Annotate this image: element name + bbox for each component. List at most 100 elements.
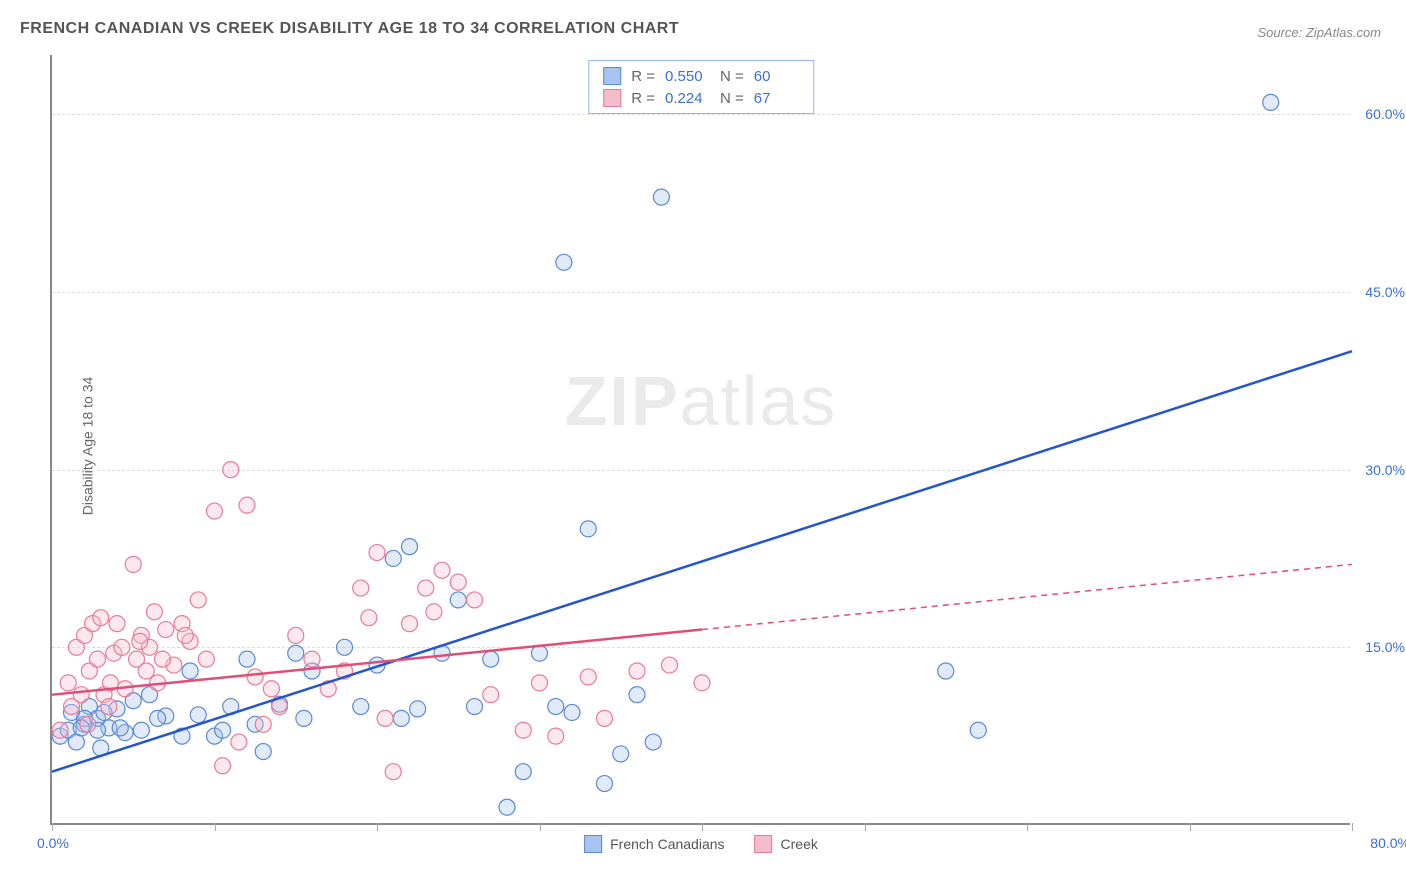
data-point	[190, 707, 206, 723]
data-point	[114, 639, 130, 655]
data-point	[80, 716, 96, 732]
data-point	[198, 651, 214, 667]
x-tick	[1027, 823, 1028, 831]
data-point	[337, 639, 353, 655]
data-point	[483, 687, 499, 703]
data-point	[402, 539, 418, 555]
data-point	[938, 663, 954, 679]
data-point	[385, 550, 401, 566]
data-point	[125, 556, 141, 572]
legend-swatch	[584, 835, 602, 853]
y-tick-label: 15.0%	[1365, 639, 1405, 655]
series-legend: French Canadians Creek	[584, 835, 818, 853]
data-point	[385, 764, 401, 780]
legend-label: Creek	[781, 836, 818, 852]
data-point	[629, 663, 645, 679]
data-point	[93, 610, 109, 626]
data-point	[112, 720, 128, 736]
data-point	[970, 722, 986, 738]
x-axis-min-label: 0.0%	[37, 835, 69, 851]
y-tick-label: 45.0%	[1365, 284, 1405, 300]
data-point	[613, 746, 629, 762]
data-point	[629, 687, 645, 703]
series-swatch	[603, 67, 621, 85]
data-point	[393, 710, 409, 726]
x-tick	[702, 823, 703, 831]
data-point	[597, 776, 613, 792]
legend-swatch	[755, 835, 773, 853]
x-tick	[52, 823, 53, 831]
data-point	[239, 651, 255, 667]
n-label: N =	[720, 68, 744, 85]
data-point	[564, 704, 580, 720]
data-point	[146, 604, 162, 620]
source-attribution: Source: ZipAtlas.com	[1257, 25, 1381, 40]
trend-line-extrapolated	[702, 564, 1352, 629]
data-point	[694, 675, 710, 691]
x-tick	[1190, 823, 1191, 831]
data-point	[483, 651, 499, 667]
correlation-stats-box: R =0.550N =60R =0.224N =67	[588, 60, 814, 114]
data-point	[377, 710, 393, 726]
data-point	[68, 734, 84, 750]
r-value: 0.224	[665, 90, 710, 107]
n-label: N =	[720, 90, 744, 107]
data-point	[52, 722, 68, 738]
data-point	[239, 497, 255, 513]
x-tick	[865, 823, 866, 831]
scatter-svg	[52, 55, 1350, 823]
data-point	[255, 744, 271, 760]
data-point	[155, 651, 171, 667]
data-point	[158, 622, 174, 638]
data-point	[182, 663, 198, 679]
y-tick-label: 60.0%	[1365, 106, 1405, 122]
data-point	[101, 699, 117, 715]
data-point	[426, 604, 442, 620]
stats-row: R =0.550N =60	[603, 65, 799, 87]
data-point	[133, 722, 149, 738]
legend-item: French Canadians	[584, 835, 724, 853]
data-point	[597, 710, 613, 726]
data-point	[467, 592, 483, 608]
x-tick	[540, 823, 541, 831]
data-point	[263, 681, 279, 697]
x-tick	[377, 823, 378, 831]
data-point	[304, 651, 320, 667]
x-tick	[1352, 823, 1353, 831]
data-point	[515, 764, 531, 780]
data-point	[499, 799, 515, 815]
data-point	[434, 562, 450, 578]
data-point	[132, 633, 148, 649]
data-point	[369, 545, 385, 561]
data-point	[215, 758, 231, 774]
data-point	[580, 669, 596, 685]
data-point	[653, 189, 669, 205]
chart-title: FRENCH CANADIAN VS CREEK DISABILITY AGE …	[20, 20, 679, 38]
data-point	[60, 675, 76, 691]
data-point	[467, 699, 483, 715]
data-point	[150, 710, 166, 726]
data-point	[255, 716, 271, 732]
legend-label: French Canadians	[610, 836, 724, 852]
data-point	[410, 701, 426, 717]
data-point	[231, 734, 247, 750]
data-point	[515, 722, 531, 738]
r-label: R =	[631, 90, 655, 107]
data-point	[296, 710, 312, 726]
r-value: 0.550	[665, 68, 710, 85]
y-tick-label: 30.0%	[1365, 462, 1405, 478]
x-axis-max-label: 80.0%	[1370, 835, 1406, 851]
data-point	[548, 699, 564, 715]
trend-line	[52, 351, 1352, 772]
n-value: 60	[754, 68, 799, 85]
data-point	[645, 734, 661, 750]
data-point	[353, 580, 369, 596]
plot-area: ZIPatlas 15.0%30.0%45.0%60.0% 0.0% 80.0%…	[50, 55, 1350, 825]
data-point	[532, 675, 548, 691]
data-point	[450, 574, 466, 590]
n-value: 67	[754, 90, 799, 107]
data-point	[109, 616, 125, 632]
data-point	[288, 627, 304, 643]
data-point	[361, 610, 377, 626]
data-point	[190, 592, 206, 608]
